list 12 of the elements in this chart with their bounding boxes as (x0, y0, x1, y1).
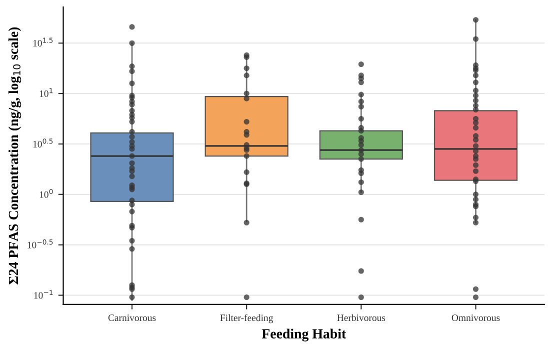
x-tick-label: Filter-feeding (220, 314, 274, 324)
y-axis-title: Σ24 PFAS Concentration (ng/g, log$_{10}$ scale) (8, 27, 22, 284)
y-tick-label: 10$^{−1}$ (34, 290, 53, 299)
x-tick-label: Herbivorous (337, 314, 386, 322)
y-tick-label: 10$^{1.5}$ (33, 38, 53, 47)
y-tick-label: 10$^{0}$ (40, 188, 53, 198)
y-tick-label: 10$^{−0.5}$ (28, 239, 53, 248)
x-axis-title: Feeding Habit (262, 328, 346, 342)
x-tick-label: Carnivorous (108, 314, 156, 322)
x-tick-label: Omnivorous (452, 314, 500, 322)
y-tick-label: 10$^{0.5}$ (33, 138, 53, 148)
y-tick-label: 10$^{1}$ (40, 88, 53, 97)
